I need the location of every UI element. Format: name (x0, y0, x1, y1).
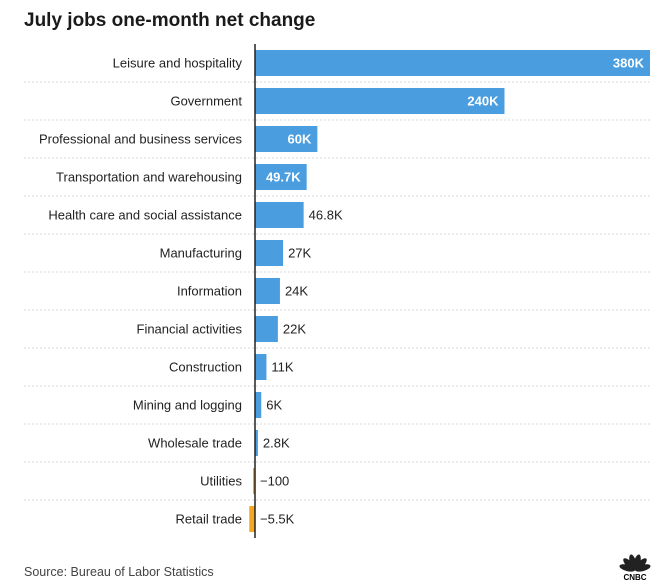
value-label: 380K (613, 56, 645, 71)
category-label: Leisure and hospitality (113, 56, 243, 71)
bar (255, 392, 262, 418)
value-label: −100 (260, 474, 289, 489)
bar (255, 430, 258, 456)
category-label: Health care and social assistance (48, 208, 242, 223)
category-label: Transportation and warehousing (56, 170, 242, 185)
chart-title: July jobs one-month net change (24, 10, 316, 31)
bar (255, 50, 650, 76)
category-label: Manufacturing (160, 246, 242, 261)
value-label: 22K (283, 322, 306, 337)
value-label: 27K (288, 246, 311, 261)
bar (255, 88, 505, 114)
bar (255, 316, 278, 342)
category-label: Construction (169, 360, 242, 375)
bar (255, 126, 318, 152)
category-label: Government (170, 94, 242, 109)
bar-chart: Leisure and hospitality 380K Government 240… (24, 44, 652, 538)
bar (255, 354, 267, 380)
value-label: 46.8K (309, 208, 343, 223)
bar (255, 164, 307, 190)
category-label: Professional and business services (39, 132, 243, 147)
value-label: 49.7K (266, 170, 301, 185)
cnbc-peacock-logo-icon: CNBC (619, 554, 651, 581)
value-label: 11K (271, 360, 293, 375)
value-label: 2.8K (263, 436, 290, 451)
bar (255, 278, 280, 304)
logo-wordmark: CNBC (623, 573, 646, 581)
value-label: −5.5K (260, 512, 295, 527)
bar (249, 506, 255, 532)
category-label: Financial activities (137, 322, 243, 337)
category-label: Information (177, 284, 242, 299)
value-label: 24K (285, 284, 308, 299)
value-label: 240K (467, 94, 499, 109)
value-label: 60K (288, 132, 312, 147)
source-note: Source: Bureau of Labor Statistics (24, 565, 214, 579)
logo-feather (634, 564, 651, 572)
bar (255, 202, 304, 228)
category-label: Wholesale trade (148, 436, 242, 451)
category-label: Mining and logging (133, 398, 242, 413)
category-label: Retail trade (176, 512, 242, 527)
bar (255, 240, 284, 266)
bar (253, 468, 255, 494)
value-label: 6K (266, 398, 282, 413)
category-label: Utilities (200, 474, 242, 489)
